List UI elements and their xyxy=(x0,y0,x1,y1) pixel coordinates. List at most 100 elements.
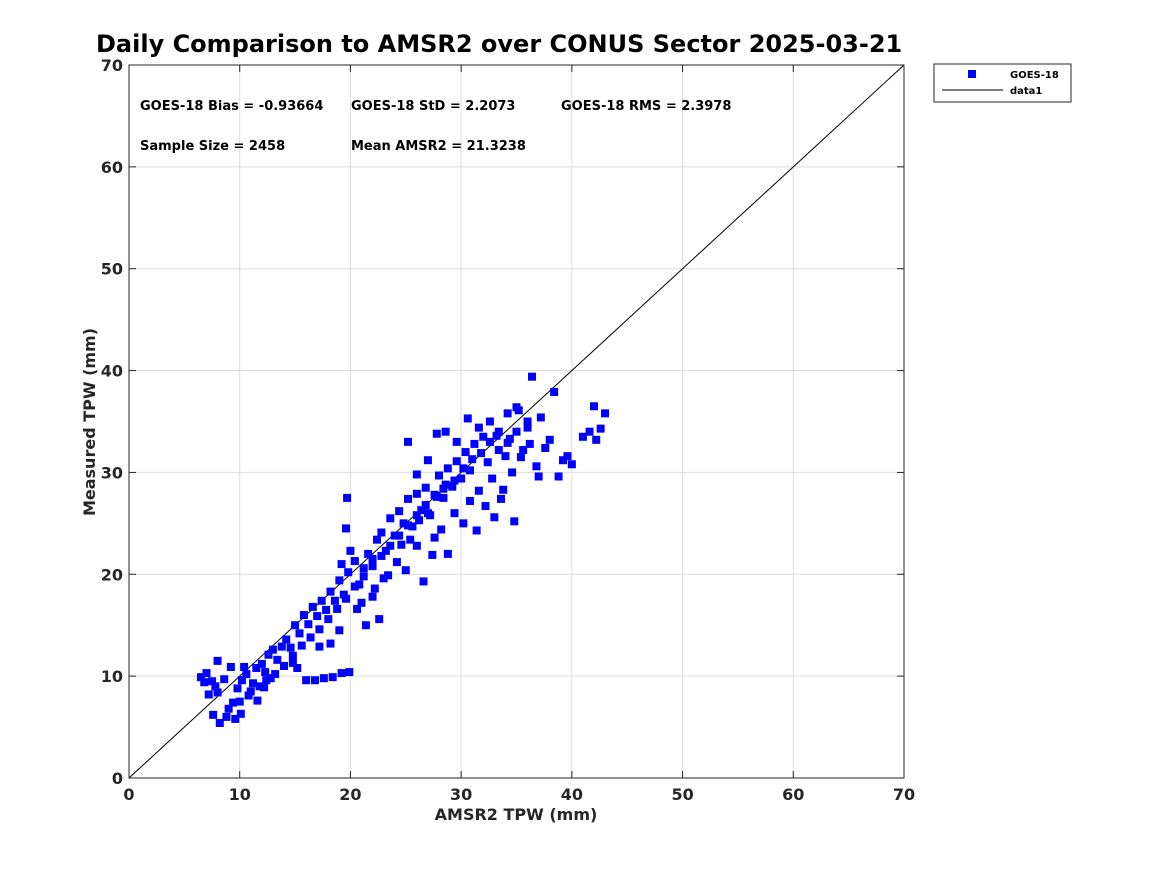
x-tick-label: 20 xyxy=(339,785,361,804)
scatter-point xyxy=(492,431,501,440)
x-tick-label: 70 xyxy=(893,785,915,804)
scatter-point xyxy=(404,494,412,503)
scatter-point xyxy=(448,482,457,491)
scatter-point xyxy=(536,413,545,422)
y-tick-label: 40 xyxy=(101,362,123,381)
scatter-point xyxy=(202,669,211,678)
scatter-point xyxy=(224,704,233,713)
scatter-point xyxy=(408,522,417,531)
scatter-point xyxy=(417,506,426,515)
scatter-point xyxy=(450,509,459,518)
y-axis-label: Measured TPW (mm) xyxy=(80,328,99,516)
scatter-point xyxy=(319,674,328,683)
scatter-point xyxy=(346,546,355,555)
scatter-point xyxy=(375,615,384,624)
legend: GOES-18 data1 xyxy=(933,63,1072,103)
scatter-point xyxy=(328,673,337,682)
scatter-point xyxy=(423,456,432,465)
scatter-point xyxy=(503,438,512,447)
scatter-point xyxy=(523,417,532,426)
scatter-point xyxy=(377,551,386,560)
x-tick-label: 40 xyxy=(561,785,583,804)
scatter-point xyxy=(231,714,240,723)
scatter-point xyxy=(342,524,350,533)
grid-lines xyxy=(129,65,904,778)
scatter-point xyxy=(395,507,404,516)
scatter-point xyxy=(430,533,439,542)
scatter-point xyxy=(545,435,554,444)
scatter-point xyxy=(421,501,430,510)
scatter-point xyxy=(257,659,266,668)
scatter-point xyxy=(525,439,534,448)
scatter-point xyxy=(379,574,388,583)
scatter-point xyxy=(326,587,335,596)
scatter-point xyxy=(353,604,362,613)
reference-line-layer xyxy=(128,64,905,779)
scatter-point xyxy=(439,484,448,493)
scatter-point xyxy=(240,662,249,671)
scatter-point xyxy=(343,493,352,502)
scatter-point xyxy=(512,427,521,436)
scatter-point xyxy=(204,690,213,699)
scatter-point xyxy=(494,446,503,455)
scatter-point xyxy=(412,541,421,550)
scatter-point xyxy=(317,596,326,605)
x-tick-label: 30 xyxy=(450,785,472,804)
scatter-point xyxy=(268,645,277,654)
stats-annotation: GOES-18 RMS = 2.3978 xyxy=(561,99,731,114)
scatter-point xyxy=(497,494,505,503)
y-tick-label: 30 xyxy=(101,463,123,482)
scatter-point xyxy=(313,612,322,621)
scatter-point xyxy=(242,670,251,679)
scatter-point xyxy=(261,668,270,677)
scatter-point xyxy=(488,474,497,483)
scatter-point xyxy=(430,490,439,499)
scatter-point xyxy=(233,684,242,693)
scatter-point xyxy=(355,580,364,589)
scatter-point xyxy=(534,472,543,481)
scatter-point xyxy=(326,639,335,648)
scatter-point xyxy=(359,564,368,573)
legend-box xyxy=(933,63,1072,103)
legend-label-goes18: GOES-18 xyxy=(1010,70,1059,81)
scatter-point xyxy=(441,427,450,436)
scatter-point xyxy=(474,423,483,432)
scatter-point xyxy=(306,633,315,642)
scatter-point xyxy=(364,549,373,558)
scatter-point xyxy=(466,496,474,505)
scatter-point xyxy=(222,712,231,721)
scatter-point xyxy=(288,658,297,667)
scatter-point xyxy=(277,642,286,651)
y-tick-label: 50 xyxy=(101,260,123,279)
scatter-point xyxy=(315,625,324,634)
stats-annotations: GOES-18 Bias = -0.93664 GOES-18 StD = 2.2… xyxy=(140,99,731,154)
scatter-point xyxy=(235,697,244,706)
scatter-point xyxy=(472,526,481,535)
scatter-point xyxy=(208,677,217,686)
x-tick-label: 60 xyxy=(782,785,804,804)
x-tick-label: 50 xyxy=(671,785,693,804)
scatter-point xyxy=(463,414,472,423)
stats-annotation: GOES-18 Bias = -0.93664 xyxy=(140,99,323,114)
scatter-point xyxy=(344,568,353,577)
scatter-point xyxy=(412,511,421,520)
scatter-point xyxy=(490,513,499,522)
scatter-point xyxy=(299,611,308,620)
scatter-point xyxy=(286,643,295,652)
scatter-point xyxy=(395,531,404,540)
y-tick-label: 70 xyxy=(101,56,123,75)
scatter-point xyxy=(532,462,541,471)
scatter-point xyxy=(273,655,282,664)
scatter-point xyxy=(236,709,245,718)
scatter-point xyxy=(563,452,572,461)
y-tick-label: 20 xyxy=(101,565,123,584)
scatter-point xyxy=(244,691,253,700)
scatter-point xyxy=(226,662,235,671)
scatter-point xyxy=(439,493,448,502)
scatter-point xyxy=(559,456,567,465)
scatter-point xyxy=(519,446,528,455)
scatter-point xyxy=(567,460,576,469)
scatter-point xyxy=(459,519,468,528)
scatter-point xyxy=(311,676,319,685)
y-tick-label: 60 xyxy=(101,158,123,177)
